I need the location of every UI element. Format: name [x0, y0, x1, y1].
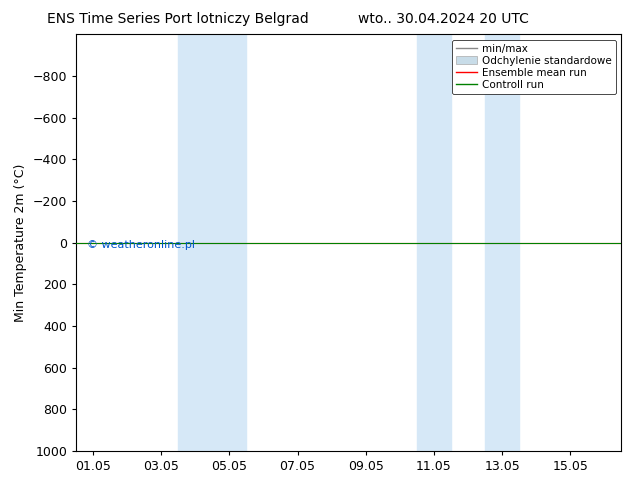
Bar — [178, 34, 212, 451]
Legend: min/max, Odchylenie standardowe, Ensemble mean run, Controll run: min/max, Odchylenie standardowe, Ensembl… — [452, 40, 616, 94]
Text: © weatheronline.pl: © weatheronline.pl — [87, 241, 195, 250]
Text: ENS Time Series Port lotniczy Belgrad: ENS Time Series Port lotniczy Belgrad — [47, 12, 308, 26]
Bar — [417, 34, 451, 451]
Bar — [212, 34, 247, 451]
Y-axis label: Min Temperature 2m (°C): Min Temperature 2m (°C) — [14, 163, 27, 322]
Bar — [485, 34, 519, 451]
Text: wto.. 30.04.2024 20 UTC: wto.. 30.04.2024 20 UTC — [358, 12, 529, 26]
